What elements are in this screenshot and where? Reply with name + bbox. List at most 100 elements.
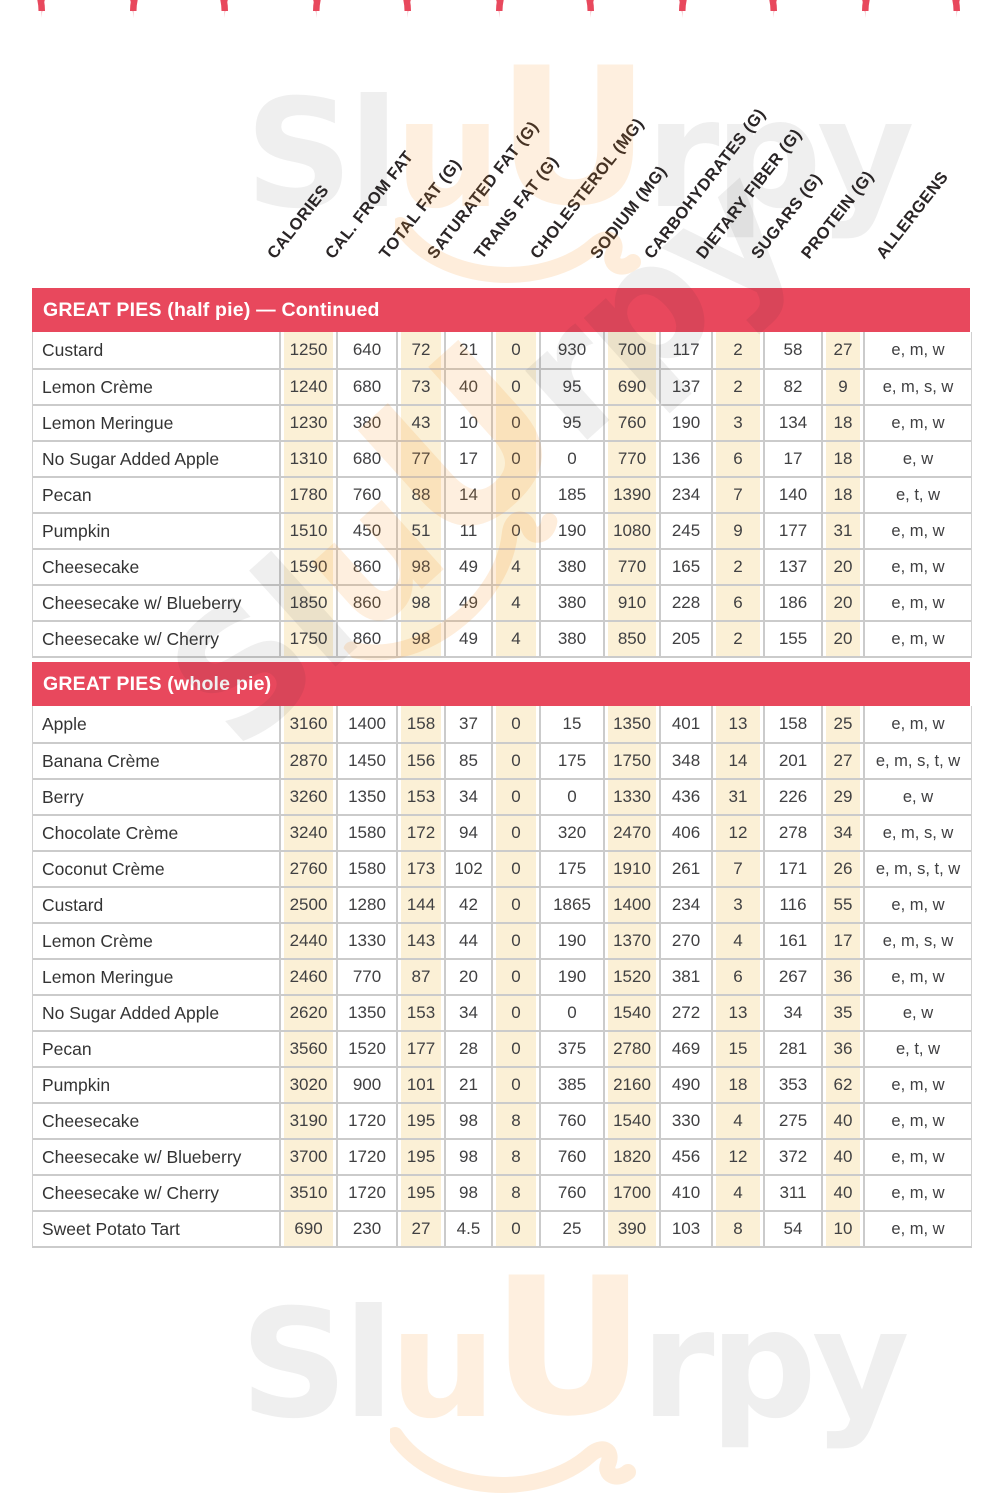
cell-sugars-g: 54: [763, 1210, 821, 1246]
cell-allergens: e, m, w: [863, 332, 971, 368]
cell-dietary-fiber-g: 6: [711, 440, 763, 476]
table-row: No Sugar Added Apple 1310 680 77 17 0 0 770 136 6…: [33, 440, 971, 476]
cell-cal-from-fat: 1280: [336, 886, 396, 922]
cell-cal-from-fat: 1720: [336, 1138, 396, 1174]
cell-saturated-fat-g: 42: [444, 886, 491, 922]
cell-carbohydrates-g: 234: [659, 886, 711, 922]
cell-sugars-g: 58: [763, 332, 821, 368]
cell-trans-fat-g: 0: [491, 850, 539, 886]
cell-saturated-fat-g: 40: [444, 368, 491, 404]
cell-trans-fat-g: 0: [491, 742, 539, 778]
nutrition-table: Apple 3160 1400 158 37 0 15 1350 401 13 158 25 e, m,…: [32, 706, 972, 1248]
cell-total-fat-g: 88: [396, 476, 444, 512]
cell-dietary-fiber-g: 2: [711, 548, 763, 584]
cell-calories: 3240: [279, 814, 336, 850]
cell-cholesterol-mg: 1865: [539, 886, 603, 922]
cell-sodium-mg: 1370: [603, 922, 659, 958]
cell-sugars-g: 34: [763, 994, 821, 1030]
cell-trans-fat-g: 0: [491, 440, 539, 476]
cell-dietary-fiber-g: 8: [711, 1210, 763, 1246]
cell-carbohydrates-g: 137: [659, 368, 711, 404]
cell-total-fat-g: 144: [396, 886, 444, 922]
section-title: GREAT PIES (whole pie): [43, 672, 272, 695]
cell-protein-g: 17: [821, 922, 863, 958]
cell-sugars-g: 201: [763, 742, 821, 778]
watermark-text: Sl: [240, 1278, 394, 1452]
table-row: Custard 2500 1280 144 42 0 1865 1400 234 3 116 55 e,…: [33, 886, 971, 922]
cell-sugars-g: 281: [763, 1030, 821, 1066]
cell-sodium-mg: 1350: [603, 706, 659, 742]
cell-total-fat-g: 158: [396, 706, 444, 742]
cell-cholesterol-mg: 930: [539, 332, 603, 368]
cell-carbohydrates-g: 228: [659, 584, 711, 620]
table-row: Banana Crème 2870 1450 156 85 0 175 1750 348 14 20…: [33, 742, 971, 778]
cell-cal-from-fat: 860: [336, 584, 396, 620]
item-name: Coconut Crème: [33, 850, 279, 886]
cell-total-fat-g: 153: [396, 994, 444, 1030]
cell-cholesterol-mg: 320: [539, 814, 603, 850]
cell-cholesterol-mg: 380: [539, 584, 603, 620]
cell-trans-fat-g: 0: [491, 886, 539, 922]
table-row: Custard 1250 640 72 21 0 930 700 117 2 58 27 e, m, w: [33, 332, 971, 368]
cell-calories: 3700: [279, 1138, 336, 1174]
cell-protein-g: 18: [821, 440, 863, 476]
cell-cholesterol-mg: 95: [539, 368, 603, 404]
cell-protein-g: 29: [821, 778, 863, 814]
table-row: Cheesecake w/ Blueberry 3700 1720 195 98 8 760…: [33, 1138, 971, 1174]
table-row: Lemon Meringue 2460 770 87 20 0 190 1520 381 6 267…: [33, 958, 971, 994]
cell-dietary-fiber-g: 15: [711, 1030, 763, 1066]
cell-calories: 1590: [279, 548, 336, 584]
cell-sodium-mg: 1820: [603, 1138, 659, 1174]
cell-total-fat-g: 73: [396, 368, 444, 404]
cell-calories: 3560: [279, 1030, 336, 1066]
table-row: Pecan 3560 1520 177 28 0 375 2780 469 15 281 36 e, t…: [33, 1030, 971, 1066]
table-row: Lemon Meringue 1230 380 43 10 0 95 760 190 3 134 18…: [33, 404, 971, 440]
item-name: Pumpkin: [33, 512, 279, 548]
cell-dietary-fiber-g: 9: [711, 512, 763, 548]
table-row: Pumpkin 1510 450 51 11 0 190 1080 245 9 177 31 e, m,…: [33, 512, 971, 548]
cell-total-fat-g: 153: [396, 778, 444, 814]
cell-protein-g: 26: [821, 850, 863, 886]
cell-sodium-mg: 1330: [603, 778, 659, 814]
cell-trans-fat-g: 0: [491, 958, 539, 994]
cell-sodium-mg: 1390: [603, 476, 659, 512]
cell-allergens: e, m, w: [863, 404, 971, 440]
cell-calories: 2440: [279, 922, 336, 958]
cell-protein-g: 25: [821, 706, 863, 742]
cell-sugars-g: 155: [763, 620, 821, 656]
cell-carbohydrates-g: 205: [659, 620, 711, 656]
item-name: Cheesecake w/ Cherry: [33, 620, 279, 656]
cell-total-fat-g: 143: [396, 922, 444, 958]
cell-sugars-g: 177: [763, 512, 821, 548]
cell-cal-from-fat: 860: [336, 548, 396, 584]
cell-cholesterol-mg: 95: [539, 404, 603, 440]
cell-cholesterol-mg: 760: [539, 1174, 603, 1210]
item-name: Sweet Potato Tart: [33, 1210, 279, 1246]
cell-allergens: e, m, w: [863, 512, 971, 548]
cell-protein-g: 20: [821, 620, 863, 656]
table-row: Pecan 1780 760 88 14 0 185 1390 234 7 140 18 e, t, w: [33, 476, 971, 512]
cell-allergens: e, m, w: [863, 620, 971, 656]
nutrition-table: Custard 1250 640 72 21 0 930 700 117 2 58 27 e, m, w…: [32, 332, 972, 658]
cell-allergens: e, m, s, t, w: [863, 850, 971, 886]
cell-protein-g: 36: [821, 1030, 863, 1066]
table-row: Cheesecake w/ Blueberry 1850 860 98 49 4 380 91…: [33, 584, 971, 620]
cell-cal-from-fat: 1330: [336, 922, 396, 958]
table-row: Chocolate Crème 3240 1580 172 94 0 320 2470 406 1…: [33, 814, 971, 850]
section-header: GREAT PIES (half pie) — Continued: [32, 288, 970, 332]
cell-trans-fat-g: 0: [491, 332, 539, 368]
cell-protein-g: 34: [821, 814, 863, 850]
cell-allergens: e, w: [863, 440, 971, 476]
cell-total-fat-g: 51: [396, 512, 444, 548]
item-name: Lemon Meringue: [33, 958, 279, 994]
table-row: Berry 3260 1350 153 34 0 0 1330 436 31 226 29 e, w: [33, 778, 971, 814]
cell-protein-g: 35: [821, 994, 863, 1030]
cell-cal-from-fat: 680: [336, 368, 396, 404]
cell-sugars-g: 161: [763, 922, 821, 958]
cell-saturated-fat-g: 34: [444, 778, 491, 814]
table-row: Coconut Crème 2760 1580 173 102 0 175 1910 261 7 1…: [33, 850, 971, 886]
cell-calories: 1780: [279, 476, 336, 512]
cell-carbohydrates-g: 490: [659, 1066, 711, 1102]
cell-protein-g: 40: [821, 1138, 863, 1174]
cell-cholesterol-mg: 0: [539, 440, 603, 476]
